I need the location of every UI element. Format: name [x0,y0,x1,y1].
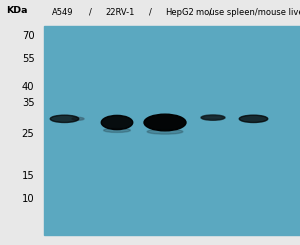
Text: 25: 25 [22,129,34,139]
Text: KDa: KDa [6,6,28,15]
Text: 70: 70 [22,31,34,40]
Ellipse shape [72,117,84,120]
Ellipse shape [144,114,186,131]
Ellipse shape [147,129,183,134]
Text: /: / [208,8,211,17]
Text: mouse spleen/mouse liver: mouse spleen/mouse liver [196,8,300,17]
Ellipse shape [239,115,268,122]
Text: A549: A549 [52,8,74,17]
Text: HepG2: HepG2 [166,8,194,17]
Text: /: / [88,8,92,17]
Ellipse shape [101,115,133,130]
Ellipse shape [202,116,224,119]
Text: 40: 40 [22,82,34,92]
Text: 10: 10 [22,194,34,204]
Bar [44,26,300,235]
Ellipse shape [201,115,225,120]
Ellipse shape [50,115,79,122]
Text: 55: 55 [22,54,34,64]
Text: 35: 35 [22,98,34,108]
Text: 15: 15 [22,171,34,181]
Text: /: / [148,8,152,17]
Ellipse shape [103,128,130,133]
Text: 22RV-1: 22RV-1 [105,8,135,17]
